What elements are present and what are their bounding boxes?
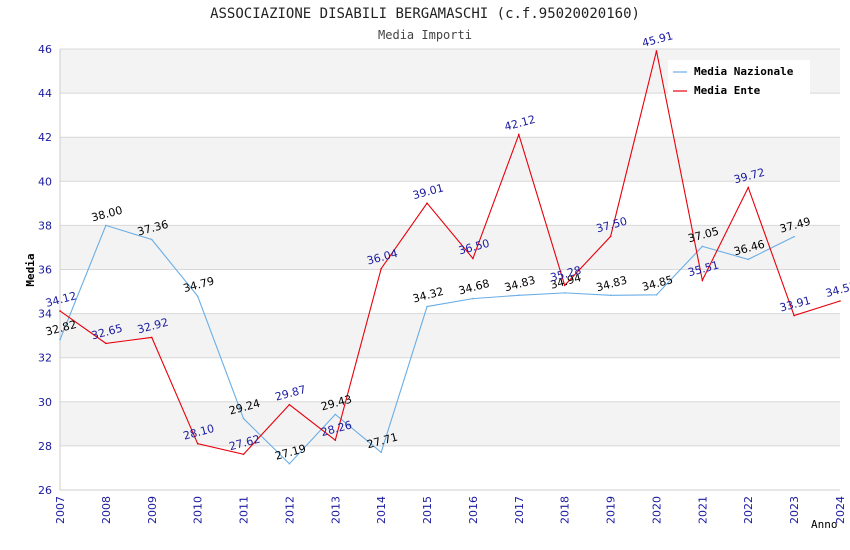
y-tick-label: 40 [38,175,52,188]
data-point [426,202,428,204]
x-tick-label: 2023 [788,496,801,524]
data-point [609,235,612,238]
chart-subtitle: Media Importi [378,28,472,42]
data-point [334,413,337,416]
data-point [59,310,61,312]
data-point [747,186,750,189]
data-point [288,462,291,465]
x-tick-label: 2019 [605,496,618,524]
x-axis-label: Anno [811,518,838,531]
data-point [701,245,704,248]
data-point [472,297,474,300]
data-point [518,294,520,297]
x-tick-label: 2010 [192,496,205,524]
data-point [380,267,382,270]
x-tick-label: 2024 [834,496,847,524]
grid-band [60,313,840,358]
x-tick-label: 2013 [329,496,342,524]
x-tick-label: 2007 [54,496,67,524]
y-axis-label: Media [24,253,37,286]
x-tick-label: 2015 [421,496,434,524]
data-point [196,442,199,445]
series-line-media-ente [59,50,841,455]
y-tick-label: 32 [38,352,52,365]
grid-band [60,93,840,138]
y-tick-label: 42 [38,131,52,144]
legend-label-media-nazionale: Media Nazionale [694,65,794,78]
data-label: 45.91 [641,29,675,50]
grid-band [60,401,840,446]
grid-band [60,225,840,270]
data-point [59,338,61,341]
y-tick-label: 26 [38,484,52,497]
data-point [105,342,107,345]
data-point [288,403,291,406]
data-point [839,300,841,302]
chart-title: ASSOCIAZIONE DISABILI BERGAMASCHI (c.f.9… [210,6,640,22]
data-point [609,294,612,297]
x-tick-label: 2014 [375,496,388,524]
data-point [196,295,199,297]
grid-band [60,357,840,402]
data-point [793,235,795,238]
data-point [150,238,153,241]
x-tick-label: 2011 [238,496,251,524]
grid-band [60,181,840,226]
grid-band [60,137,840,182]
x-tick-label: 2016 [467,496,480,524]
data-point [472,257,474,260]
data-point [242,453,245,456]
x-tick-label: 2012 [283,496,296,524]
data-point [518,133,520,136]
x-tick-label: 2022 [742,496,755,524]
data-point [655,294,658,296]
data-point [242,417,245,420]
x-tick-label: 2008 [100,496,113,524]
grid-band [60,445,840,490]
legend: Media Nazionale Media Ente [668,60,810,100]
data-point [747,258,750,261]
x-tick-label: 2017 [513,496,526,524]
data-point [563,284,566,287]
data-point [701,279,704,282]
y-tick-label: 30 [38,396,52,409]
x-tick-label: 2009 [146,496,159,524]
y-tick-label: 34 [38,308,52,321]
data-point [150,336,153,339]
data-point [426,305,428,308]
y-tick-label: 36 [38,264,52,277]
legend-label-media-ente: Media Ente [694,84,761,97]
y-tick-label: 38 [38,219,52,232]
y-tick-label: 28 [38,440,52,453]
data-point [334,439,337,441]
y-tick-label: 44 [38,87,52,100]
x-tick-label: 2018 [559,496,572,524]
x-tick-label: 2021 [696,496,709,524]
data-point [793,314,795,317]
data-point [563,292,566,294]
data-point [105,224,107,227]
grid-band [60,269,840,314]
data-point [380,451,382,454]
x-tick-label: 2020 [650,496,663,524]
data-point [655,50,658,52]
y-tick-label: 46 [38,43,52,56]
